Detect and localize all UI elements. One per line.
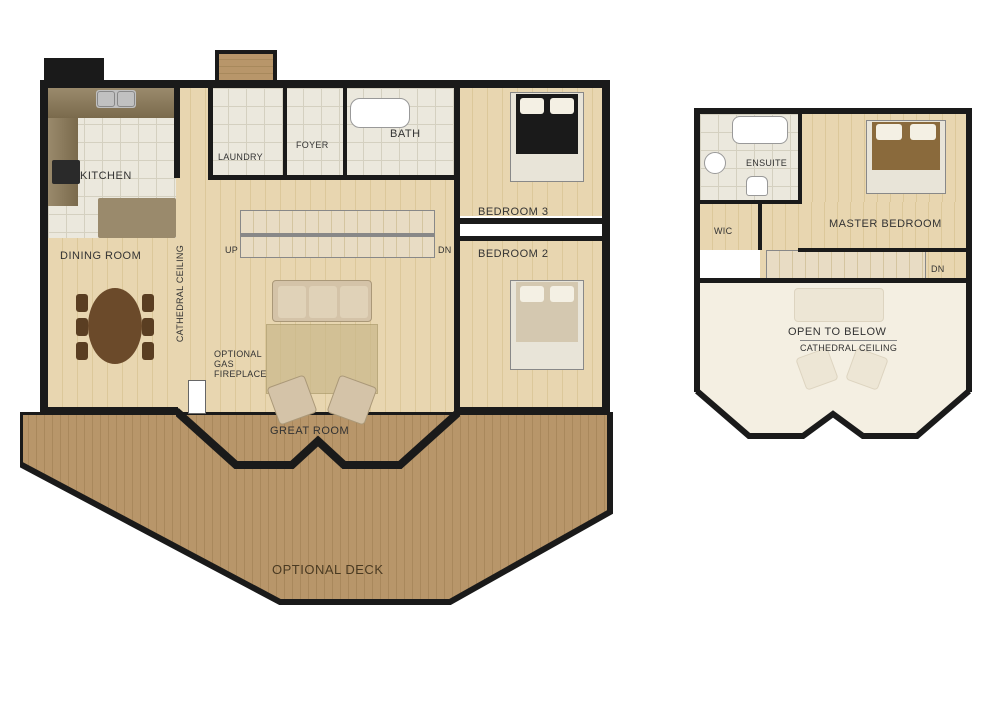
foyer-label: FOYER [296, 140, 329, 150]
great-room-sofa [272, 280, 372, 322]
main-stairs [240, 210, 435, 258]
open-label: OPEN TO BELOW [788, 326, 886, 338]
great-label: GREAT ROOM [270, 425, 349, 437]
part-laundry-l [208, 80, 213, 178]
dining-label: DINING ROOM [60, 250, 141, 262]
ensuite-tub [732, 116, 788, 144]
wall-top [40, 80, 610, 88]
wic-label: WIC [714, 226, 732, 236]
u-prow-walls [694, 388, 972, 446]
u-wall-top [694, 108, 972, 114]
up-label: UP [225, 245, 238, 255]
part-kitchen-r [174, 80, 180, 178]
bath-tub [350, 98, 410, 128]
bed3-label: BEDROOM 3 [478, 206, 549, 218]
cathedral-upper-label: CATHEDRAL CEILING [800, 340, 897, 353]
bed3-bed [510, 92, 584, 182]
ensuite-sink [704, 152, 726, 174]
cathedral-label: CATHEDRAL CEILING [175, 245, 185, 342]
main-floor-plan: OPTIONAL DECK [40, 80, 610, 620]
u-wall-mid [694, 278, 972, 283]
wall-right [602, 80, 610, 412]
dining-table [80, 280, 150, 372]
ensuite-label: ENSUITE [746, 158, 787, 168]
part-laundry-r [283, 80, 287, 178]
foyer-floor [285, 88, 345, 178]
bed2-bed [510, 280, 584, 370]
wall-left [40, 80, 48, 412]
prow-walls [176, 407, 460, 477]
wall-bot-right [456, 407, 610, 415]
master-label: MASTER BEDROOM [829, 218, 942, 230]
u-part-wic [758, 202, 762, 250]
part-foyer-r [343, 80, 347, 178]
fireplace-label: OPTIONALGASFIREPLACE [214, 350, 267, 380]
open-sofa [794, 288, 884, 322]
bed2-label: BEDROOM 2 [478, 248, 549, 260]
part-bed-divider [458, 218, 604, 224]
part-bed2-top [458, 236, 604, 241]
kitchen-range [52, 160, 80, 184]
wall-bot-left [40, 407, 178, 415]
u-part-ensuite-bot [694, 200, 802, 204]
hall-floor [176, 88, 210, 178]
kitchen-island [98, 198, 176, 238]
entry-porch [215, 50, 277, 80]
part-upper-bot [208, 175, 458, 180]
part-bath-r [454, 80, 460, 412]
exterior-block [44, 58, 104, 80]
kitchen-label: KITCHEN [80, 170, 132, 182]
laundry-floor [210, 88, 285, 178]
bath-label: BATH [390, 128, 421, 140]
kitchen-sink [96, 90, 136, 108]
u-part-master-bot [798, 248, 970, 252]
laundry-label: LAUNDRY [218, 152, 263, 162]
ensuite-toilet [746, 176, 768, 196]
u-wall-left [694, 108, 700, 392]
upper-stairs [766, 250, 926, 280]
dn-label: DN [438, 245, 452, 255]
dn-upper-label: DN [931, 264, 945, 274]
deck-label: OPTIONAL DECK [272, 562, 383, 577]
master-bed [866, 120, 946, 194]
upper-floor-plan: ENSUITE WIC MASTER BEDROOM OPEN TO BELOW… [694, 108, 972, 458]
u-part-ensuite [798, 108, 802, 202]
